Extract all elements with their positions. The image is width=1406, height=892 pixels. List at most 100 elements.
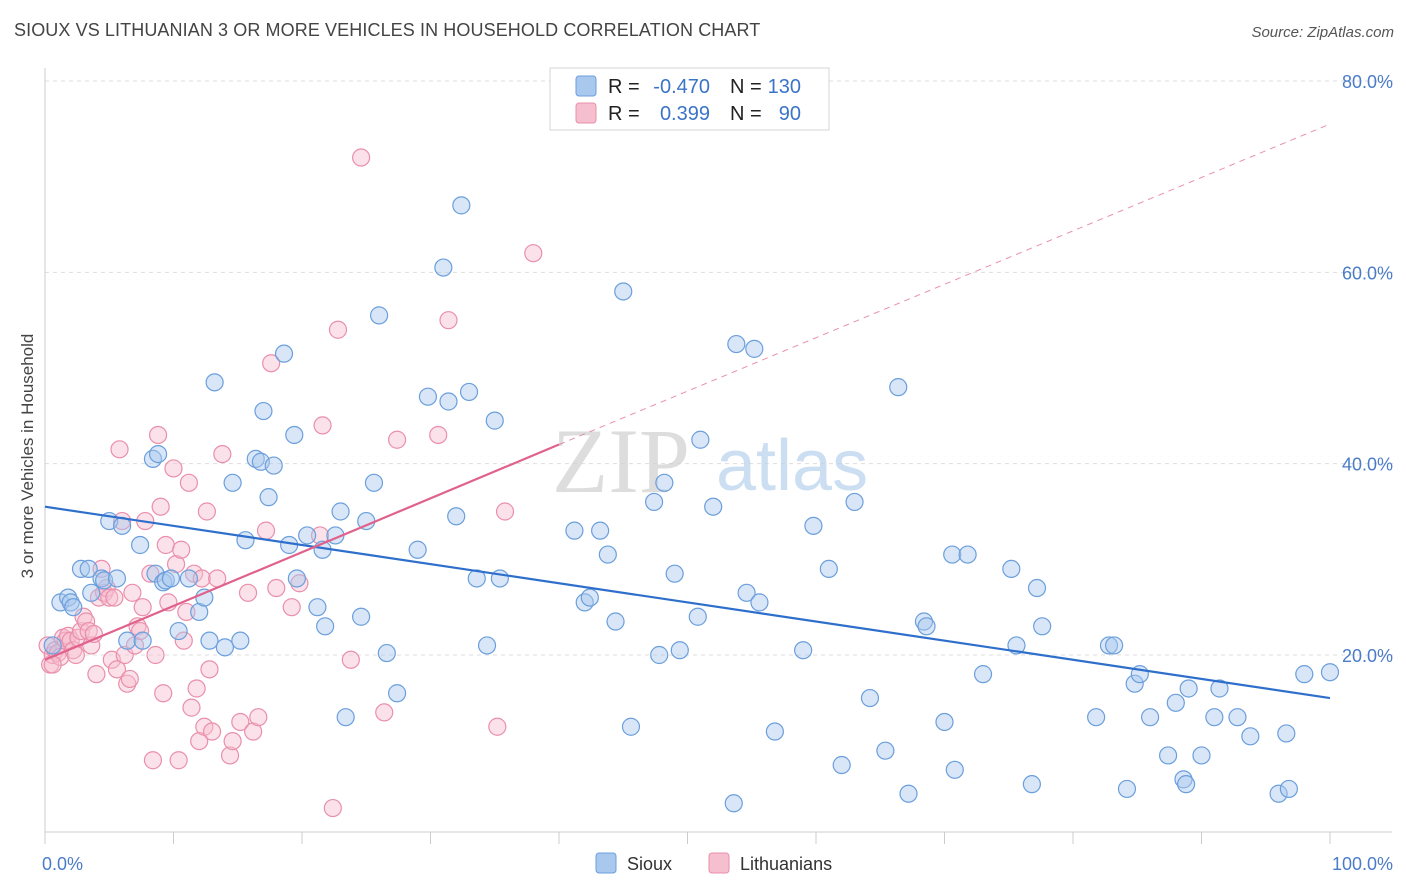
y-tick-label: 20.0% bbox=[1342, 646, 1393, 666]
lithuanians-point bbox=[387, 430, 407, 449]
sioux-point bbox=[92, 569, 111, 588]
sioux-point bbox=[285, 425, 304, 445]
sioux-point bbox=[370, 306, 389, 325]
sioux-point bbox=[565, 521, 584, 540]
lith-r-label: R = bbox=[608, 103, 640, 125]
sioux-point bbox=[1099, 636, 1119, 655]
sioux-point bbox=[169, 621, 188, 641]
x-tick-label: 100.0% bbox=[1332, 854, 1393, 874]
sioux-point bbox=[591, 521, 610, 540]
sioux-point bbox=[670, 641, 689, 660]
lithuanians-point bbox=[220, 746, 240, 765]
sioux-point bbox=[917, 617, 936, 636]
legend-swatch-sioux bbox=[595, 852, 617, 874]
lithuanians-point bbox=[213, 445, 232, 464]
sioux-point bbox=[439, 392, 458, 411]
sioux-point bbox=[665, 564, 684, 583]
sioux-point bbox=[1269, 784, 1288, 803]
sioux-point bbox=[745, 339, 764, 358]
sioux-point bbox=[259, 488, 278, 507]
lithuanians-point bbox=[169, 751, 188, 770]
sioux-point bbox=[1179, 679, 1198, 698]
lithuanians-point bbox=[238, 583, 258, 602]
lith-r-value: 0.399 bbox=[660, 103, 710, 125]
sioux-point bbox=[336, 708, 355, 727]
x-tick-label: 0.0% bbox=[42, 854, 83, 874]
sioux-point bbox=[205, 373, 224, 392]
sioux-point bbox=[148, 445, 168, 464]
sioux-point bbox=[254, 401, 273, 421]
lithuanians-point bbox=[146, 645, 165, 665]
sioux-point bbox=[316, 617, 335, 636]
sioux-point bbox=[179, 569, 199, 588]
bottom-legend: Sioux Lithuanians bbox=[595, 852, 832, 874]
sioux-point bbox=[794, 641, 813, 660]
y-tick-label: 80.0% bbox=[1342, 72, 1393, 92]
sioux-point bbox=[1125, 674, 1144, 693]
lithuanians-point bbox=[151, 497, 170, 516]
lithuanians-point bbox=[190, 731, 209, 751]
lithuanians-point bbox=[182, 698, 201, 717]
sioux-point bbox=[215, 638, 234, 657]
lithuanians-point bbox=[87, 665, 106, 684]
lithuanians-point bbox=[179, 473, 199, 492]
legend-label-sioux: Sioux bbox=[627, 854, 672, 874]
sioux-point bbox=[130, 535, 150, 555]
lithuanians-point bbox=[79, 621, 98, 641]
sioux-point bbox=[418, 387, 438, 406]
lithuanians-point bbox=[156, 535, 175, 555]
sioux-point bbox=[1033, 617, 1052, 636]
sioux-point bbox=[200, 631, 219, 650]
watermark-zip: ZIP bbox=[552, 410, 690, 512]
sioux-point bbox=[580, 588, 599, 607]
lithuanians-point bbox=[177, 602, 196, 622]
sioux-point bbox=[477, 636, 497, 655]
lithuanians-point bbox=[282, 598, 301, 617]
source-label: Source: ZipAtlas.com bbox=[1251, 24, 1394, 41]
sioux-point bbox=[1174, 770, 1193, 789]
sioux-point bbox=[61, 593, 80, 612]
lithuanians-point bbox=[262, 354, 281, 373]
sioux-point bbox=[819, 559, 838, 579]
sioux-point bbox=[724, 794, 743, 813]
sioux-point bbox=[274, 344, 294, 363]
sioux-point bbox=[832, 755, 851, 775]
lithuanians-point bbox=[202, 722, 222, 741]
sioux-point bbox=[1022, 775, 1041, 794]
y-tick-label: 40.0% bbox=[1342, 455, 1393, 475]
sioux-point bbox=[655, 473, 674, 492]
sioux-point bbox=[82, 583, 101, 602]
sioux-point bbox=[1241, 727, 1260, 746]
sioux-point bbox=[231, 631, 250, 650]
watermark-atlas: atlas bbox=[716, 426, 868, 506]
sioux-point bbox=[1002, 559, 1021, 579]
sioux-point bbox=[118, 631, 137, 650]
sioux-point bbox=[447, 507, 466, 526]
sioux-point bbox=[704, 497, 723, 516]
sioux-point bbox=[107, 569, 127, 588]
sioux-point bbox=[246, 449, 265, 468]
sioux-stats-swatch bbox=[575, 75, 597, 97]
sioux-point bbox=[298, 526, 317, 545]
sioux-point bbox=[737, 583, 756, 602]
sioux-points bbox=[43, 196, 1340, 813]
sioux-point bbox=[650, 645, 669, 665]
lithuanians-point bbox=[231, 712, 250, 732]
sioux-point bbox=[43, 636, 62, 655]
sioux-point bbox=[434, 258, 453, 277]
lithuanians-point bbox=[323, 798, 342, 818]
sioux-n-label: N = bbox=[730, 76, 762, 98]
sioux-point bbox=[958, 545, 977, 564]
sioux-point bbox=[64, 598, 83, 617]
lith-n-value: 90 bbox=[779, 103, 801, 125]
sioux-point bbox=[408, 540, 427, 559]
lithuanians-point bbox=[174, 631, 193, 650]
sioux-point bbox=[943, 545, 962, 564]
lithuanians-point bbox=[110, 440, 129, 459]
sioux-point bbox=[935, 712, 954, 732]
lithuanians-point bbox=[92, 559, 111, 579]
sioux-point bbox=[364, 473, 384, 492]
lithuanians-point bbox=[290, 574, 309, 593]
legend-swatch-lithuanians bbox=[708, 852, 730, 874]
lithuanians-points bbox=[38, 148, 543, 818]
